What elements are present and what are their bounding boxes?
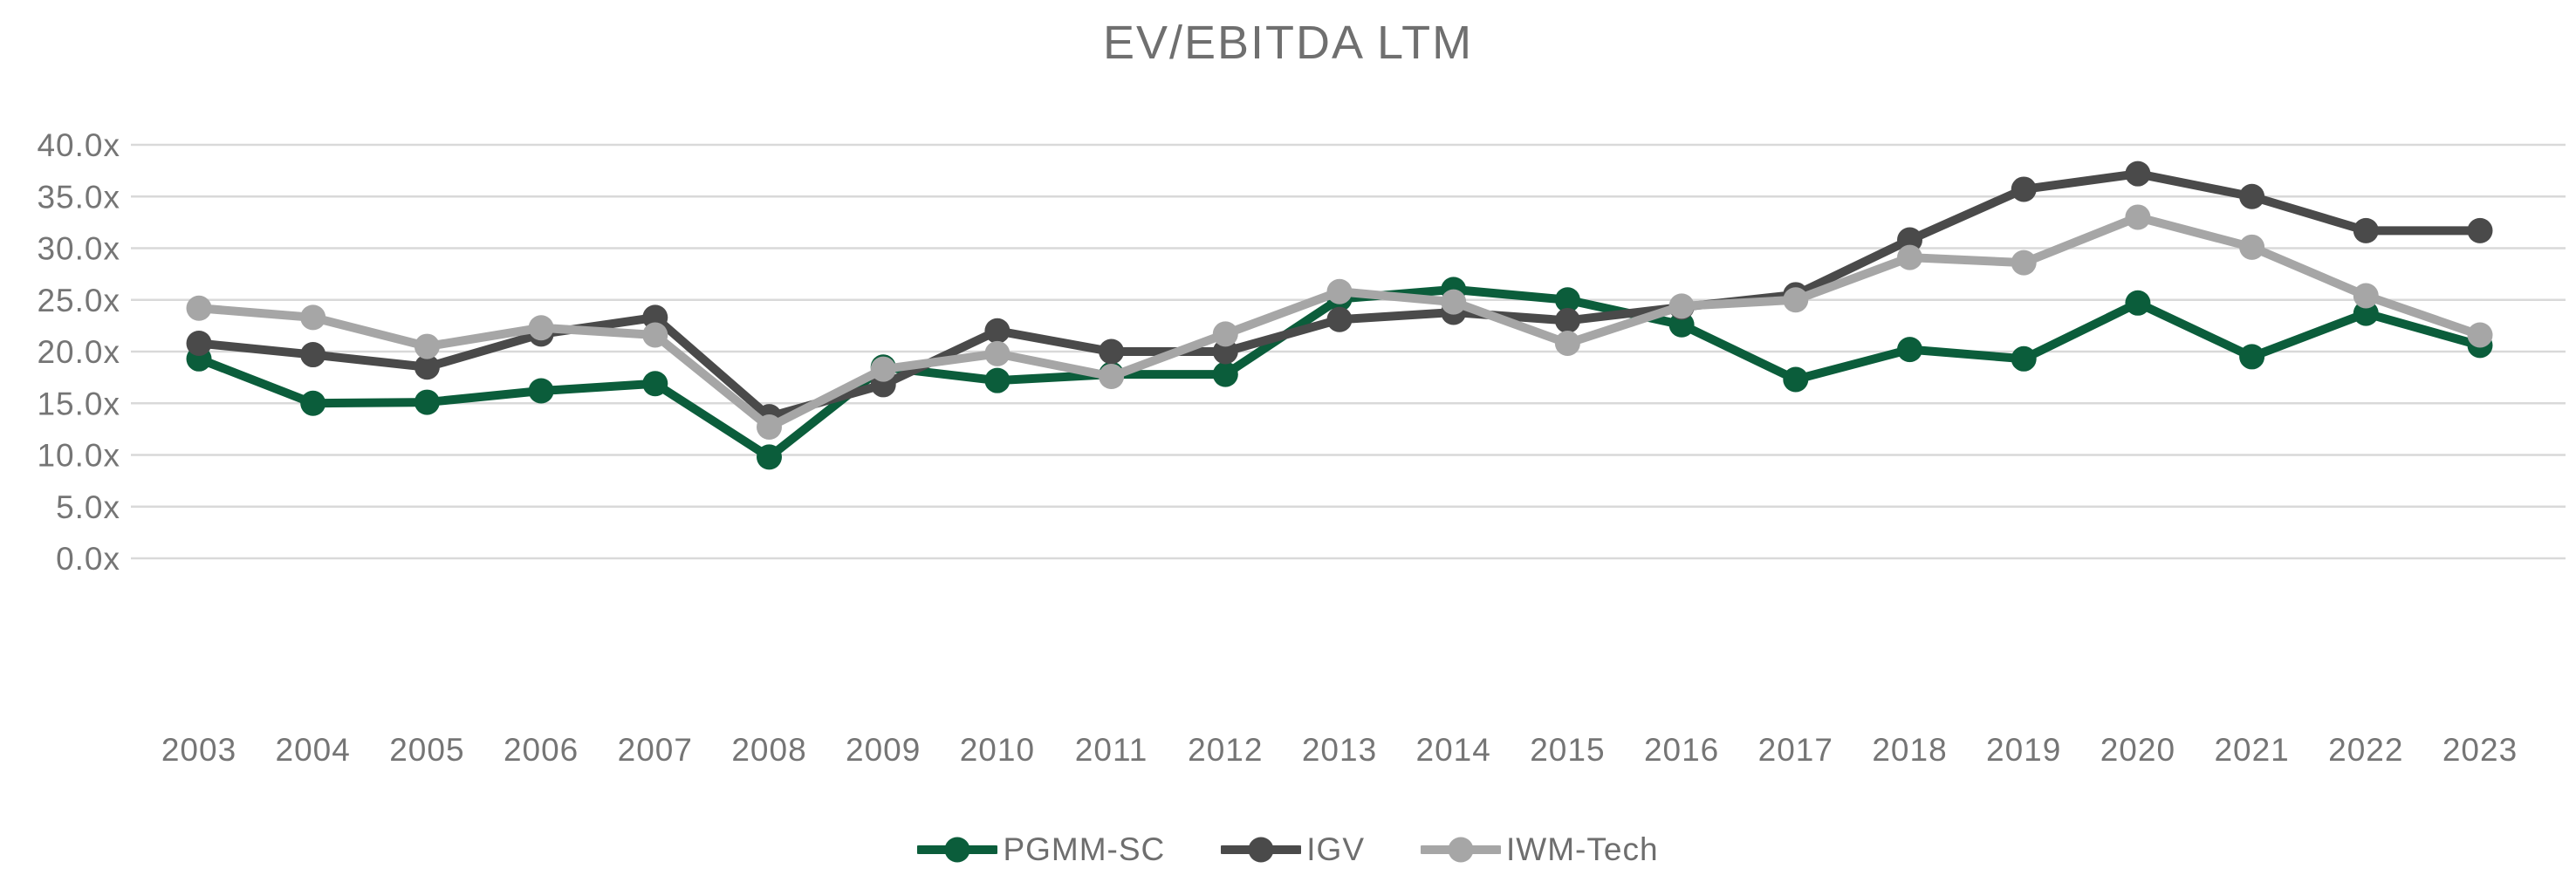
data-point-iwm-tech [2353, 283, 2379, 309]
legend-item-iwm-tech: IWM-Tech [1421, 831, 1659, 868]
data-point-pgmm-sc [2239, 344, 2265, 370]
data-point-pgmm-sc [2125, 290, 2151, 316]
x-axis-tick-label: 2020 [2100, 732, 2175, 768]
legend-label: PGMM-SC [1003, 831, 1166, 867]
data-point-igv [2467, 217, 2493, 243]
data-point-pgmm-sc [1554, 287, 1580, 313]
x-axis-tick-label: 2010 [960, 732, 1035, 768]
legend-item-pgmm-sc: PGMM-SC [917, 831, 1165, 868]
x-axis-tick-label: 2016 [1644, 732, 1719, 768]
data-point-iwm-tech [1554, 331, 1580, 357]
data-point-iwm-tech [414, 333, 440, 359]
data-point-pgmm-sc [300, 390, 326, 416]
x-axis-tick-label: 2012 [1188, 732, 1263, 768]
data-point-pgmm-sc [414, 389, 440, 415]
x-axis-tick-label: 2005 [389, 732, 464, 768]
y-axis-tick-label: 30.0x [37, 231, 120, 267]
x-axis-tick-label: 2006 [504, 732, 579, 768]
y-axis-tick-label: 15.0x [37, 386, 120, 421]
x-axis-tick-label: 2021 [2214, 732, 2289, 768]
data-point-iwm-tech [528, 315, 554, 341]
x-axis-tick-label: 2011 [1075, 732, 1148, 768]
data-point-pgmm-sc [1668, 311, 1695, 338]
y-axis-tick-label: 10.0x [37, 438, 120, 474]
x-axis-tick-label: 2019 [1986, 732, 2061, 768]
legend-marker-icon [917, 837, 998, 863]
data-point-pgmm-sc [1897, 337, 1922, 363]
data-point-igv [2239, 183, 2265, 209]
x-axis-tick-label: 2023 [2442, 732, 2518, 768]
x-axis-tick-label: 2009 [846, 732, 921, 768]
data-point-igv [186, 331, 212, 357]
data-point-iwm-tech [186, 295, 212, 321]
data-point-iwm-tech [1212, 321, 1238, 347]
x-axis-tick-label: 2004 [276, 732, 351, 768]
data-point-pgmm-sc [757, 444, 782, 470]
data-point-igv [1212, 338, 1238, 365]
data-point-iwm-tech [984, 340, 1011, 366]
x-axis-tick-label: 2003 [161, 732, 236, 768]
y-axis-tick-label: 0.0x [56, 541, 120, 577]
data-point-iwm-tech [870, 356, 896, 382]
data-point-igv [1326, 306, 1353, 332]
data-point-iwm-tech [2011, 250, 2037, 276]
data-point-igv [2011, 176, 2037, 202]
y-axis-tick-label: 40.0x [37, 127, 120, 163]
data-point-pgmm-sc [1783, 366, 1809, 393]
data-point-igv [300, 342, 326, 368]
data-point-pgmm-sc [528, 378, 554, 404]
data-point-iwm-tech [300, 304, 326, 331]
data-point-igv [414, 354, 440, 380]
y-axis-tick-label: 35.0x [37, 179, 120, 215]
legend-label: IGV [1306, 831, 1366, 867]
data-point-igv [984, 318, 1011, 344]
x-axis-tick-label: 2008 [731, 732, 806, 768]
data-point-pgmm-sc [2353, 300, 2379, 326]
data-point-igv [1554, 307, 1580, 333]
data-point-iwm-tech [2239, 234, 2265, 260]
x-axis-tick-label: 2015 [1530, 732, 1605, 768]
y-axis-tick-label: 20.0x [37, 334, 120, 370]
data-point-iwm-tech [2125, 204, 2151, 230]
data-point-iwm-tech [2467, 322, 2493, 348]
legend-marker-icon [1221, 837, 1302, 863]
legend-item-igv: IGV [1221, 831, 1365, 868]
data-point-iwm-tech [1441, 289, 1467, 315]
data-point-igv [1897, 227, 1922, 253]
x-axis-tick-label: 2014 [1416, 732, 1491, 768]
data-point-igv [2353, 217, 2379, 243]
x-axis-tick-label: 2007 [618, 732, 693, 768]
x-axis-tick-label: 2018 [1872, 732, 1947, 768]
data-point-igv [2125, 161, 2151, 187]
x-axis-tick-label: 2022 [2328, 732, 2403, 768]
data-point-pgmm-sc [984, 367, 1011, 393]
x-axis-tick-label: 2017 [1758, 732, 1833, 768]
data-point-igv [1099, 338, 1125, 365]
data-point-iwm-tech [1783, 287, 1809, 313]
data-point-igv [642, 304, 668, 331]
data-point-iwm-tech [757, 414, 782, 441]
chart-title: EV/EBITDA LTM [1102, 17, 1474, 69]
y-axis-tick-label: 5.0x [56, 489, 120, 525]
data-point-pgmm-sc [2011, 345, 2037, 372]
legend-marker-icon [1421, 837, 1502, 863]
data-point-iwm-tech [1326, 278, 1353, 304]
legend-label: IWM-Tech [1506, 831, 1659, 867]
y-axis-tick-label: 25.0x [37, 283, 120, 318]
data-point-iwm-tech [1668, 293, 1695, 319]
x-axis-tick-label: 2013 [1302, 732, 1377, 768]
data-point-iwm-tech [642, 322, 668, 348]
data-point-pgmm-sc [642, 371, 668, 397]
chart-legend: PGMM-SC IGV IWM-Tech [0, 831, 2576, 868]
data-point-iwm-tech [1099, 363, 1125, 389]
data-point-iwm-tech [1897, 244, 1922, 270]
data-point-pgmm-sc [1212, 361, 1238, 387]
